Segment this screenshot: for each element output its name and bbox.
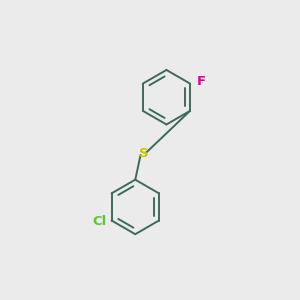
Text: F: F	[197, 75, 206, 88]
Text: Cl: Cl	[93, 215, 107, 228]
Text: S: S	[139, 147, 148, 160]
